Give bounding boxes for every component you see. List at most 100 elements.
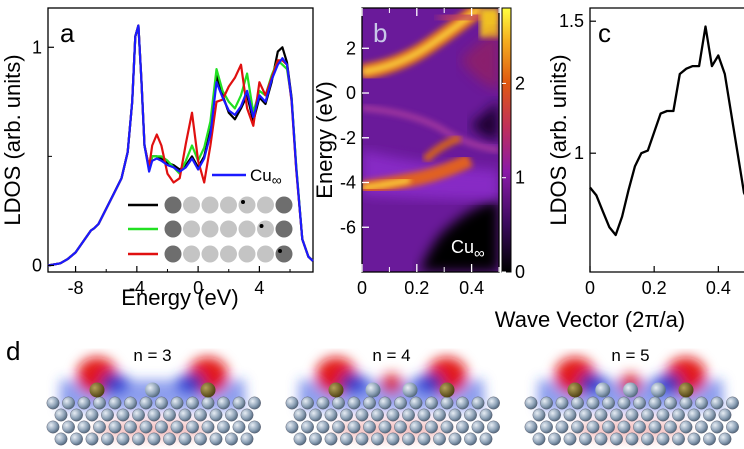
substrate-atom: [524, 420, 538, 434]
panel-c-label: c: [598, 18, 611, 48]
substrate-atom: [194, 408, 207, 422]
colorbar: [501, 7, 512, 273]
substrate-atom: [209, 432, 223, 446]
panel-d-label-n5: n = 5: [611, 346, 649, 365]
panel-a-label: a: [60, 18, 75, 48]
substrate-atom: [301, 420, 314, 434]
panel-b-xtick-label: 0.2: [404, 278, 429, 298]
substrate-atom: [54, 432, 68, 446]
panel-d-image-n3: n = 3: [46, 346, 261, 446]
substrate-atom: [108, 420, 122, 434]
panel-b: 0 0.2 0.4 2 0 -2 -4 -6 b Cu∞ Energy (eV) 0 1 2: [312, 7, 525, 298]
substrate-atom: [240, 408, 254, 422]
substrate-atom: [101, 432, 114, 446]
panel-b-ytick-label: -2: [340, 128, 356, 148]
panel-bc-xlabel: Wave Vector (2π/a): [495, 307, 685, 332]
colorbar-ticks: 0 1 2: [502, 73, 525, 282]
substrate-atom: [316, 420, 330, 434]
substrate-atom: [417, 408, 431, 422]
substrate-atom: [124, 396, 137, 410]
substrate-atom: [487, 396, 500, 410]
charge-density: [299, 357, 484, 440]
substrate-atom: [687, 408, 701, 422]
panel-b-ytick-label: 2: [346, 38, 356, 58]
substrate-atom: [178, 432, 192, 446]
legend-atom: [220, 196, 237, 214]
panel-b-ticks: 0 0.2 0.4 2 0 -2 -4 -6: [340, 8, 500, 298]
panel-c-xtick-label: 0.4: [706, 278, 731, 298]
substrate-atom: [641, 408, 654, 422]
substrate-atom: [116, 432, 130, 446]
substrate-atom: [440, 420, 454, 434]
panel-d: d n = 3 n = 4 n = 5: [6, 336, 739, 446]
substrate-atom: [710, 396, 724, 410]
substrate-atom: [464, 432, 477, 446]
substrate-atom: [155, 420, 168, 434]
legend-atom: [238, 220, 256, 238]
substrate-atom: [687, 432, 701, 446]
substrate-atom: [170, 420, 184, 434]
substrate-atom: [217, 420, 230, 434]
substrate-atom: [293, 432, 307, 446]
substrate-atom: [285, 420, 299, 434]
substrate-atom: [386, 408, 400, 422]
substrate-atom: [648, 420, 662, 434]
panel-a-frame: [47, 7, 314, 273]
colorbar-tick-label: 2: [515, 73, 525, 93]
substrate-atom: [602, 420, 615, 434]
substrate-atom: [540, 420, 553, 434]
substrate-atom: [132, 408, 145, 422]
chain-end-atom: [567, 382, 583, 398]
substrate-atom: [679, 420, 693, 434]
substrate-atom: [371, 408, 384, 422]
panel-a-xtick-label: 4: [254, 278, 264, 298]
substrate-atom: [563, 408, 577, 422]
substrate-atom: [77, 396, 91, 410]
substrate-atom: [201, 420, 215, 434]
legend-atom-marker: [241, 200, 245, 204]
substrate-atom: [209, 408, 223, 422]
substrate-atom: [186, 396, 199, 410]
chain-end-atom: [439, 382, 455, 398]
substrate-atom: [232, 396, 246, 410]
chain-end-atom: [89, 382, 105, 398]
substrate-atom: [378, 420, 392, 434]
legend-atom: [275, 220, 293, 238]
legend-atom: [257, 196, 274, 214]
substrate-atom: [340, 408, 353, 422]
substrate-atom: [355, 432, 369, 446]
substrate-atom: [571, 396, 584, 410]
panel-d-label-n4: n = 4: [372, 346, 410, 365]
substrate-atom: [617, 396, 631, 410]
legend-label-blue: Cu∞: [250, 166, 282, 188]
substrate-atom: [378, 396, 392, 410]
substrate-atom: [163, 408, 176, 422]
substrate-atom: [718, 432, 732, 446]
panel-b-label: b: [373, 18, 387, 48]
panel-a-ticks: -8 -4 0 4 0 1: [32, 37, 291, 298]
panel-d-image-n4: n = 4: [285, 346, 500, 446]
substrate-atom: [285, 396, 299, 410]
substrate-atom: [548, 432, 561, 446]
legend-atom-marker: [259, 224, 264, 228]
substrate-atom: [108, 396, 122, 410]
substrate-atom: [201, 396, 215, 410]
substrate-atom: [386, 432, 400, 446]
substrate-atom: [586, 396, 600, 410]
substrate-atom: [139, 420, 153, 434]
legend-atom: [201, 196, 219, 214]
substrate-atom: [93, 420, 106, 434]
substrate-atom: [425, 396, 438, 410]
substrate-atom: [664, 420, 677, 434]
substrate-atom: [70, 432, 83, 446]
substrate-atom: [225, 432, 238, 446]
substrate-atom: [371, 432, 384, 446]
substrate-atom: [594, 408, 608, 422]
panel-b-ylabel: Energy (eV): [312, 81, 337, 198]
substrate-atom: [347, 396, 361, 410]
substrate-atom: [54, 408, 68, 422]
substrate-atom: [540, 396, 553, 410]
substrate-atom: [648, 396, 662, 410]
substrate-atom: [147, 432, 161, 446]
substrate-atom: [409, 396, 423, 410]
